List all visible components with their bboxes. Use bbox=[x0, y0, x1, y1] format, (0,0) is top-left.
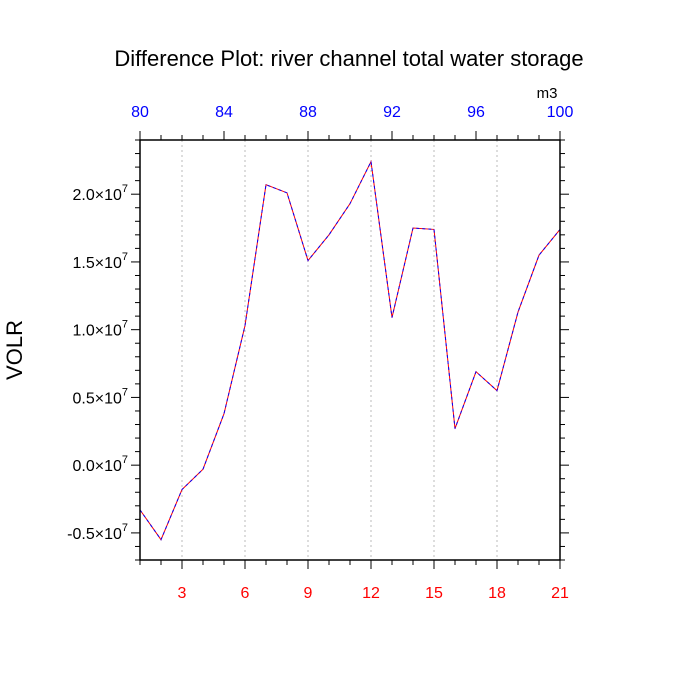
data-point bbox=[265, 184, 267, 186]
bottom-x-axis: 3 6 9 12 15 18 21 bbox=[139, 560, 569, 602]
data-layer bbox=[139, 160, 561, 541]
data-point bbox=[454, 428, 456, 430]
bottom-tick-label: 3 bbox=[178, 585, 187, 602]
bottom-tick-label: 15 bbox=[425, 585, 443, 602]
bottom-tick-label: 21 bbox=[551, 585, 569, 602]
top-tick-label: 80 bbox=[131, 104, 149, 121]
data-point bbox=[202, 468, 204, 470]
y-axis-label: VOLR bbox=[2, 320, 27, 380]
data-point bbox=[223, 413, 225, 415]
data-point bbox=[538, 254, 540, 256]
data-point bbox=[349, 203, 351, 205]
vertical-grid bbox=[181, 140, 498, 560]
top-tick-label: 84 bbox=[215, 104, 233, 121]
data-point bbox=[433, 228, 435, 230]
bottom-tick-label: 9 bbox=[304, 585, 313, 602]
y-tick-label: 0.5×107 bbox=[72, 386, 128, 407]
data-point bbox=[475, 371, 477, 373]
y-axis: -0.5×107 0.0×107 0.5×107 1.0×107 1.5×107 2.0×… bbox=[67, 139, 569, 561]
y-tick-label: -0.5×107 bbox=[67, 522, 128, 543]
data-point bbox=[328, 234, 330, 236]
data-point bbox=[160, 539, 162, 541]
data-point bbox=[391, 316, 393, 318]
top-tick-label: 96 bbox=[467, 104, 485, 121]
bottom-tick-label: 6 bbox=[241, 585, 250, 602]
y-tick-label: 0.0×107 bbox=[72, 454, 128, 475]
top-tick-label: 88 bbox=[299, 104, 317, 121]
y-tick-label: 2.0×107 bbox=[72, 183, 128, 204]
top-tick-label: 100 bbox=[547, 104, 574, 121]
data-point bbox=[244, 325, 246, 327]
y-tick-label: 1.0×107 bbox=[72, 319, 128, 340]
top-x-axis: 80 84 88 92 96 100 bbox=[131, 104, 573, 140]
data-point bbox=[412, 227, 414, 229]
data-point bbox=[496, 390, 498, 392]
data-point bbox=[181, 489, 183, 491]
data-point bbox=[517, 311, 519, 313]
data-point bbox=[286, 192, 288, 194]
bottom-tick-label: 18 bbox=[488, 585, 506, 602]
data-point bbox=[370, 161, 372, 163]
bottom-tick-label: 12 bbox=[362, 585, 380, 602]
top-tick-label: 92 bbox=[383, 104, 401, 121]
unit-label: m3 bbox=[537, 85, 558, 102]
chart-title: Difference Plot: river channel total wat… bbox=[114, 46, 583, 71]
y-tick-label: 1.5×107 bbox=[72, 251, 128, 272]
data-point bbox=[307, 260, 309, 262]
